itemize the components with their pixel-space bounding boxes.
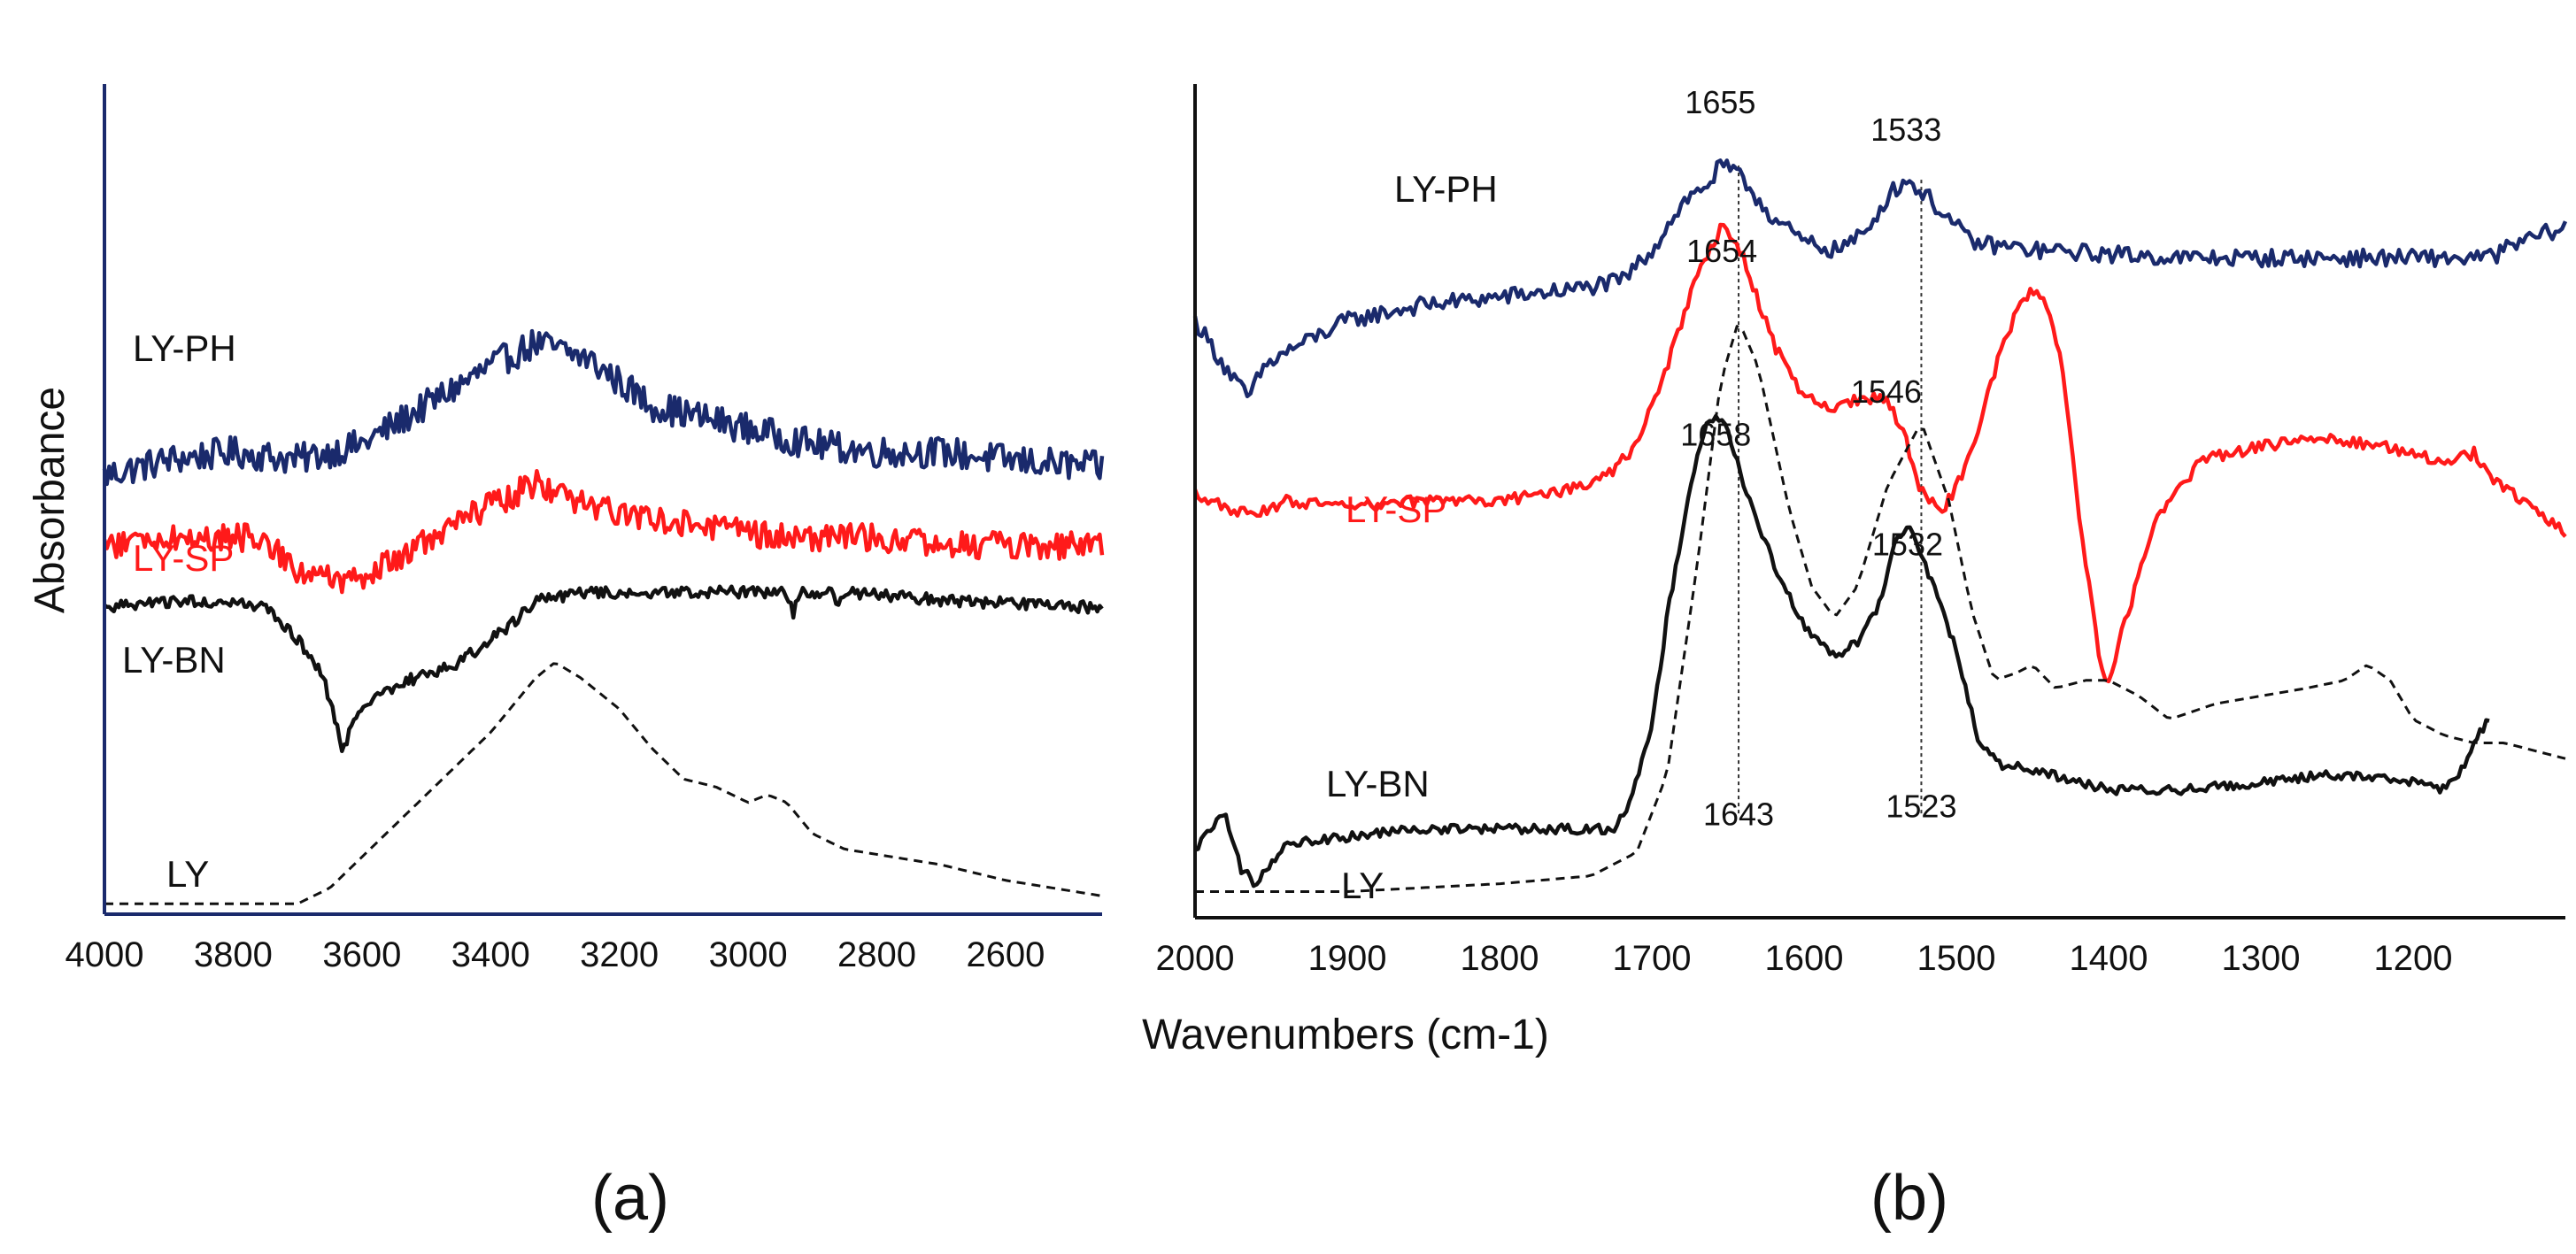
panel-b: 2000 1900 1800 1700 1600 1500 1400 1300 1200 165… [1156,84,2568,978]
panel-b-label-ly-bn: LY-BN [1326,763,1430,804]
panel-a-label-ly-ph: LY-PH [133,327,236,369]
tick-label-2000: 2000 [1156,939,1235,978]
annotation-1654: 1654 [1686,233,1757,269]
panel-b-label-ly: LY [1341,865,1384,906]
series-ly-sp-line [102,468,1105,595]
tick-label-1300: 1300 [2222,939,2301,978]
annotation-1643: 1643 [1703,796,1774,832]
tick-label-3400: 3400 [451,935,530,974]
annotation-1655: 1655 [1685,84,1755,120]
panel-b-reference-lines [1738,164,1923,814]
panel-label-a: (a) [591,1163,669,1234]
tick-label-2800: 2800 [837,935,916,974]
panel-b-tick-labels: 2000 1900 1800 1700 1600 1500 1400 1300 1200 [1156,939,2453,978]
panel-a-label-ly-sp: LY-SP [133,537,234,579]
tick-label-3000: 3000 [709,935,788,974]
annotation-1546: 1546 [1851,373,1922,410]
tick-label-2600: 2600 [966,935,1045,974]
annotation-1532: 1532 [1872,526,1943,562]
tick-label-1800: 1800 [1461,939,1539,978]
annotation-1658: 1658 [1680,417,1751,453]
tick-label-3800: 3800 [194,935,273,974]
tick-label-1400: 1400 [2070,939,2148,978]
tick-label-1500: 1500 [1917,939,1996,978]
panel-b-annotations: 1655 1533 1654 1546 1658 1532 1643 1523 [1680,84,1956,832]
y-axis-title: Absorbance [27,387,73,613]
x-axis-title: Wavenumbers (cm-1) [1142,1012,1549,1058]
series-ly-line [104,662,1103,905]
panel-b-curves [1192,158,2568,893]
tick-label-1900: 1900 [1308,939,1387,978]
series-ly-line [1195,325,2566,893]
tick-label-1700: 1700 [1613,939,1692,978]
series-ly-bn-line [1194,413,2490,889]
series-ly-ph-line [1192,158,2568,399]
panel-a-label-ly: LY [166,853,209,895]
panel-b-label-ly-ph: LY-PH [1394,168,1498,210]
panel-b-label-ly-sp: LY-SP [1346,489,1446,530]
panel-a-label-ly-bn: LY-BN [122,639,226,681]
tick-label-3200: 3200 [580,935,659,974]
panel-a: 4000 3800 3600 3400 3200 3000 2800 2600 LY-PH L… [66,84,1105,974]
panel-label-b: (b) [1870,1163,1948,1234]
panel-a-curves [102,328,1105,905]
series-ly-ph-line [102,328,1105,487]
series-ly-bn-line [103,584,1104,754]
tick-label-4000: 4000 [66,935,144,974]
tick-label-3600: 3600 [322,935,401,974]
annotation-1523: 1523 [1886,789,1956,825]
series-ly-sp-line [1192,222,2567,684]
panel-a-tick-labels: 4000 3800 3600 3400 3200 3000 2800 2600 [66,935,1045,974]
tick-label-1200: 1200 [2374,939,2453,978]
annotation-1533: 1533 [1870,112,1941,148]
tick-label-1600: 1600 [1765,939,1844,978]
